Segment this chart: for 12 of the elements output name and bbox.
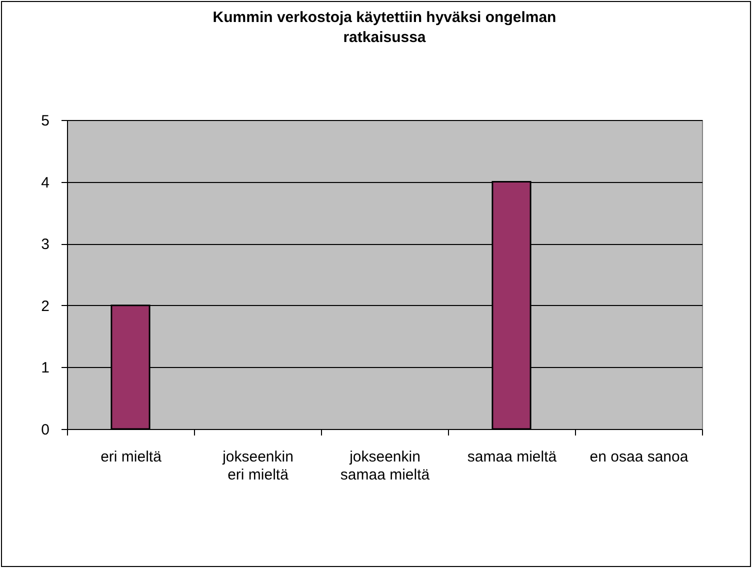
x-tick-label: eri mieltä <box>100 448 162 466</box>
x-tick-label: samaa mieltä <box>467 448 558 466</box>
y-tick-label: 2 <box>41 298 50 315</box>
y-tick-label: 1 <box>41 360 50 377</box>
y-tick-label: 0 <box>41 422 50 438</box>
y-tick-label: 4 <box>41 174 50 192</box>
chart-title: Kummin verkostoja käytettiin hyväksi ongelman ratkaisussa <box>212 9 556 46</box>
x-tick-label: en osaa sanoa <box>590 448 689 466</box>
x-tick-label: jokseenkin eri mieltä <box>222 448 294 484</box>
y-tick-label: 5 <box>41 112 50 130</box>
x-tick-label: jokseenkin samaa mieltä <box>340 448 430 484</box>
y-tick-label: 3 <box>41 236 50 254</box>
